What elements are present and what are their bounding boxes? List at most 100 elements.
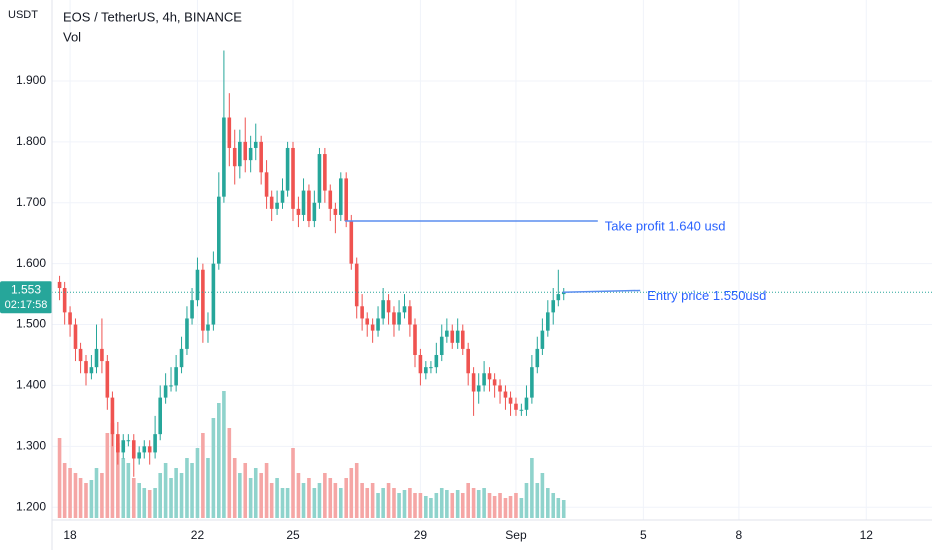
- candle-body: [424, 367, 428, 374]
- candle-body: [211, 263, 216, 325]
- volume-bar: [179, 473, 184, 518]
- candle-body: [158, 397, 163, 435]
- y-tick-label: 1.300: [16, 438, 46, 452]
- candle-body: [142, 446, 147, 453]
- candle-body: [195, 269, 200, 301]
- volume-bar: [259, 473, 263, 518]
- candle-body: [402, 306, 407, 313]
- volume-bar: [556, 498, 561, 518]
- candle-body: [519, 409, 524, 411]
- volume-bar: [206, 458, 210, 518]
- candle-layer: [57, 50, 566, 477]
- y-axis-label: USDT: [8, 9, 38, 21]
- volume-bar: [238, 473, 242, 518]
- volume-bar: [546, 488, 550, 518]
- last-price-label: 1.553: [11, 282, 41, 296]
- volume-bar: [530, 458, 534, 518]
- candle-body: [232, 147, 237, 167]
- candle-body: [546, 312, 550, 331]
- candle-body: [291, 147, 295, 209]
- candle-body: [482, 373, 486, 386]
- candle-body: [492, 379, 497, 386]
- candle-body: [386, 300, 391, 313]
- volume-bar: [169, 478, 173, 518]
- x-tick-label: Sep: [505, 528, 527, 542]
- candle-body: [381, 300, 385, 319]
- y-tick-label: 1.500: [16, 317, 46, 331]
- volume-bar: [275, 478, 279, 518]
- candle-body: [259, 141, 263, 173]
- y-tick-label: 1.800: [16, 134, 46, 148]
- volume-bar: [455, 490, 460, 518]
- x-tick-label: 22: [191, 528, 205, 542]
- candle-body: [344, 178, 349, 222]
- volume-bar: [217, 403, 221, 518]
- candle-body: [535, 348, 540, 368]
- volume-bar: [317, 483, 322, 518]
- volume-bar: [508, 496, 513, 518]
- x-tick-label: 5: [640, 528, 647, 542]
- candle-body: [301, 190, 306, 215]
- candle-body: [57, 281, 62, 289]
- candle-body: [323, 154, 327, 191]
- candle-body: [105, 361, 110, 398]
- candle-body: [466, 348, 470, 374]
- volume-bar: [381, 488, 385, 518]
- volume-bar: [201, 433, 205, 518]
- candle-body: [169, 385, 173, 387]
- x-tick-label: 25: [286, 528, 300, 542]
- volume-bar: [147, 490, 152, 518]
- candle-body: [185, 318, 189, 349]
- candle-body: [116, 434, 120, 453]
- candle-body: [275, 202, 279, 209]
- volume-bar: [503, 498, 508, 518]
- candle-body: [280, 190, 285, 203]
- x-tick-label: 18: [63, 528, 77, 542]
- candle-body: [201, 269, 205, 331]
- volume-bar: [535, 483, 540, 518]
- candle-body: [450, 330, 455, 343]
- candle-body: [84, 361, 88, 374]
- candle-body: [487, 373, 492, 380]
- volume-bar: [360, 483, 364, 518]
- candle-body: [434, 354, 439, 368]
- volume-bar: [365, 488, 370, 518]
- volume-bar: [487, 493, 492, 518]
- volume-bar: [466, 483, 470, 518]
- volume-bar: [370, 483, 375, 518]
- candle-body: [349, 221, 354, 264]
- volume-bar: [100, 473, 104, 518]
- volume-bar: [222, 391, 226, 518]
- volume-bar: [62, 463, 67, 518]
- candle-body: [508, 397, 513, 404]
- y-tick-label: 1.200: [16, 499, 46, 513]
- candle-body: [153, 434, 157, 453]
- annotation-text: Take profit 1.640 usd: [605, 218, 726, 233]
- candle-body: [206, 324, 210, 331]
- candle-body: [328, 190, 333, 209]
- volume-bar: [429, 498, 433, 518]
- volume-bar: [434, 493, 439, 518]
- candle-body: [551, 300, 556, 313]
- volume-bar: [158, 473, 163, 518]
- candle-body: [408, 306, 412, 325]
- y-tick-label: 1.400: [16, 378, 46, 392]
- candle-body: [561, 292, 566, 295]
- last-price-box: [0, 281, 52, 314]
- volume-bar: [227, 428, 232, 518]
- candle-body: [217, 196, 221, 264]
- volume-bar: [89, 480, 94, 518]
- volume-bar: [126, 463, 131, 518]
- candle-body: [333, 208, 338, 215]
- candle-body: [514, 403, 518, 410]
- candle-body: [131, 440, 136, 459]
- volume-bar: [514, 493, 518, 518]
- volume-bar: [408, 488, 412, 518]
- chart-title: EOS / TetherUS, 4h, BINANCE: [63, 9, 242, 24]
- candle-body: [243, 141, 248, 161]
- candle-body: [121, 440, 126, 453]
- annotation-text: Entry price 1.550usd: [647, 288, 766, 303]
- volume-bar: [471, 488, 476, 518]
- candle-body: [556, 294, 561, 301]
- candle-body: [338, 178, 343, 215]
